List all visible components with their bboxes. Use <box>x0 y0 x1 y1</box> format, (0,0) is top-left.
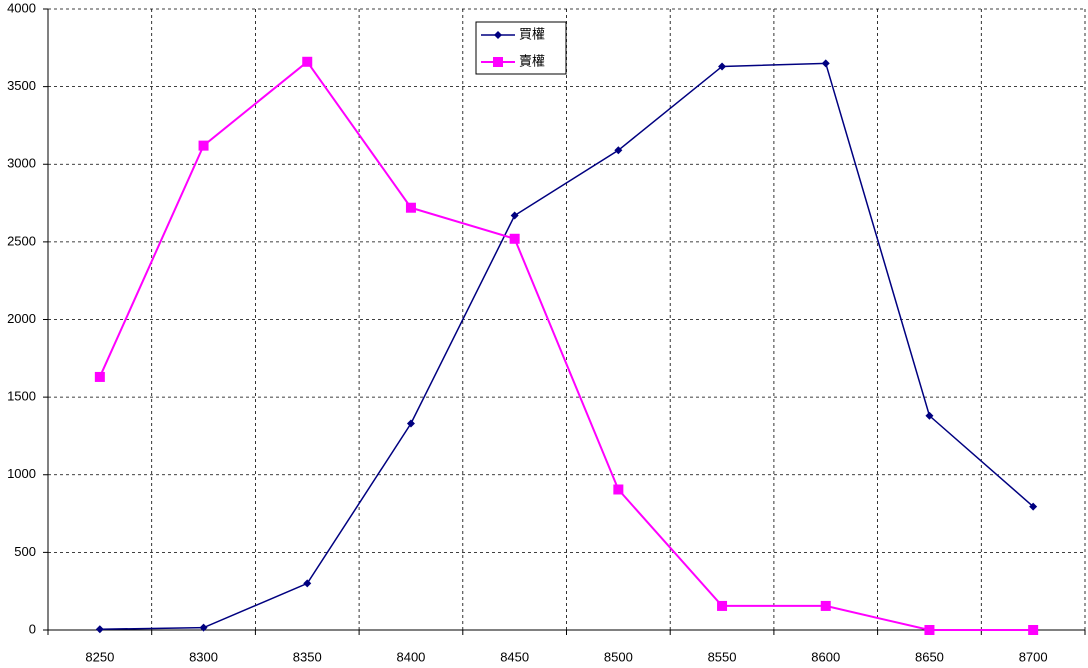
legend-box <box>475 21 567 75</box>
y-tick-label: 1500 <box>7 389 36 404</box>
marker <box>509 233 520 244</box>
marker <box>494 31 502 39</box>
marker <box>406 419 415 428</box>
marker <box>613 484 624 495</box>
y-tick-label: 2000 <box>7 311 36 326</box>
series-line <box>99 62 1034 630</box>
y-tick-label: 2500 <box>7 233 36 248</box>
y-tick-label: 1000 <box>7 466 36 481</box>
x-tick-label: 8600 <box>811 649 840 664</box>
marker <box>821 59 830 68</box>
y-tick-label: 3000 <box>7 156 36 171</box>
marker <box>1029 502 1038 511</box>
y-tick-label: 3500 <box>7 78 36 93</box>
x-tick-label: 8300 <box>189 649 218 664</box>
marker <box>718 62 727 71</box>
y-tick-label: 0 <box>29 621 36 636</box>
marker <box>493 57 503 67</box>
marker <box>510 211 519 220</box>
marker <box>614 146 623 155</box>
y-tick-label: 4000 <box>7 0 36 15</box>
marker <box>405 202 416 213</box>
marker <box>303 579 312 588</box>
marker <box>717 600 728 611</box>
x-tick-label: 8700 <box>1019 649 1048 664</box>
marker <box>94 371 105 382</box>
x-tick-label: 8400 <box>396 649 425 664</box>
x-tick-label: 8500 <box>604 649 633 664</box>
marker <box>925 411 934 420</box>
x-tick-label: 8650 <box>915 649 944 664</box>
x-tick-label: 8350 <box>293 649 322 664</box>
legend-label: 買權 <box>519 26 545 41</box>
x-tick-label: 8450 <box>500 649 529 664</box>
marker <box>199 623 208 632</box>
series-line <box>98 60 1034 631</box>
y-tick-label: 500 <box>14 544 36 559</box>
marker <box>820 600 831 611</box>
marker <box>198 140 209 151</box>
legend-label: 賣權 <box>519 53 545 68</box>
marker <box>302 56 313 67</box>
marker <box>924 625 935 635</box>
marker <box>95 625 104 634</box>
x-tick-label: 8250 <box>85 649 114 664</box>
x-tick-label: 8550 <box>708 649 737 664</box>
marker <box>1028 625 1039 635</box>
